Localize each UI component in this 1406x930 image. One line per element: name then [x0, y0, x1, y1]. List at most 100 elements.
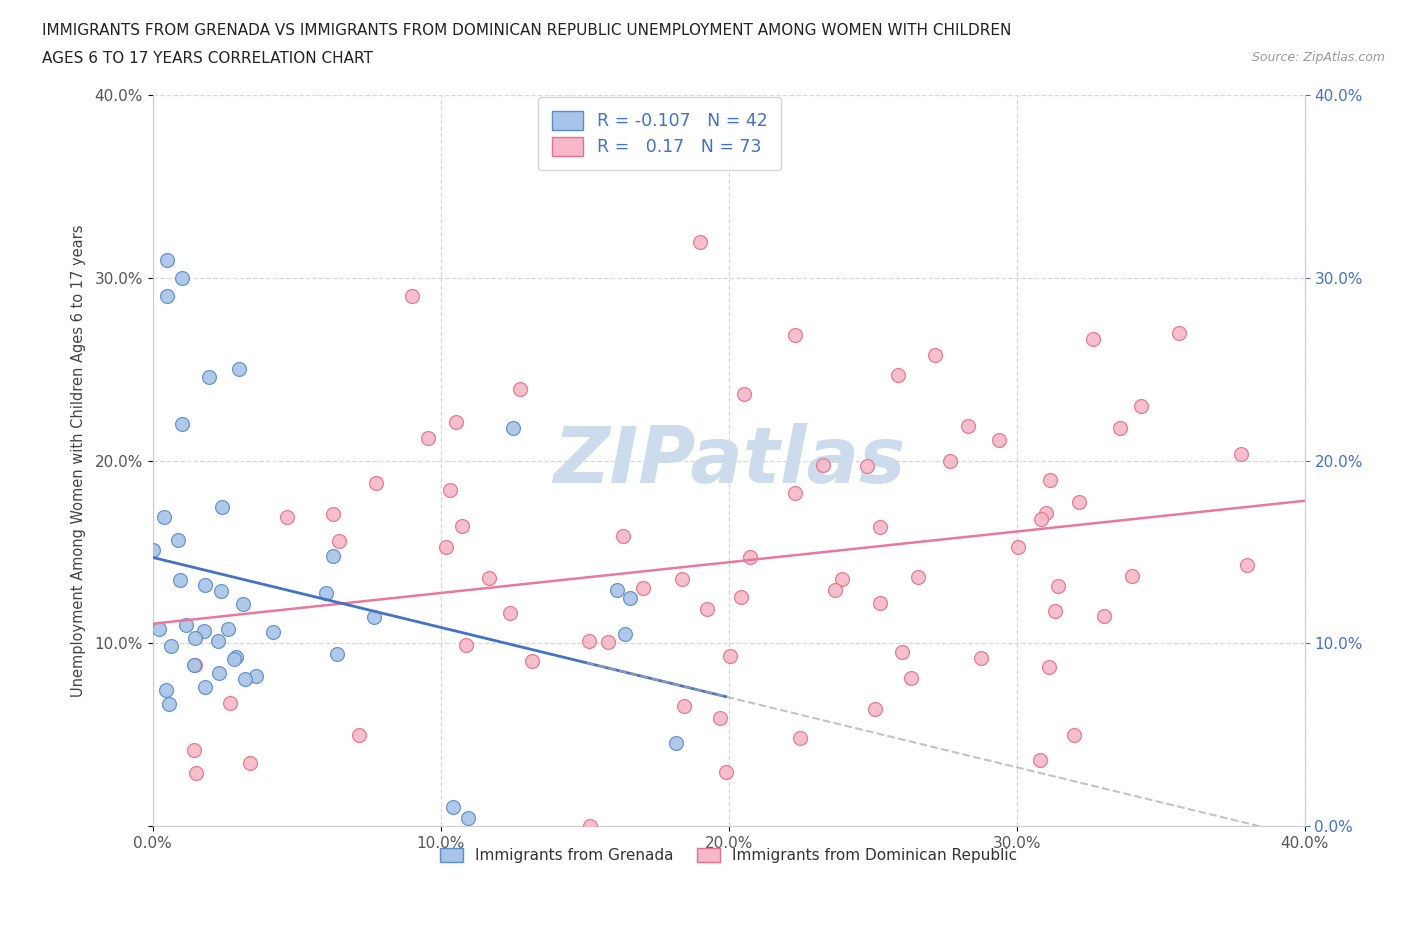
- Point: [1168, 326, 1191, 340]
- Point: [401, 289, 423, 304]
- Point: [783, 327, 806, 342]
- Point: [709, 711, 731, 725]
- Point: [1236, 557, 1258, 572]
- Text: AGES 6 TO 17 YEARS CORRELATION CHART: AGES 6 TO 17 YEARS CORRELATION CHART: [42, 51, 373, 66]
- Point: [1129, 398, 1152, 413]
- Text: Source: ZipAtlas.com: Source: ZipAtlas.com: [1251, 51, 1385, 64]
- Point: [183, 742, 205, 757]
- Point: [176, 618, 198, 632]
- Point: [520, 654, 543, 669]
- Point: [322, 549, 344, 564]
- Point: [219, 695, 242, 710]
- Point: [631, 580, 654, 595]
- Point: [613, 627, 636, 642]
- Point: [987, 432, 1010, 447]
- Point: [1031, 512, 1053, 526]
- Point: [157, 697, 180, 711]
- Point: [886, 367, 908, 382]
- Point: [193, 624, 215, 639]
- Point: [184, 765, 207, 780]
- Point: [262, 625, 284, 640]
- Point: [211, 499, 233, 514]
- Point: [824, 583, 846, 598]
- Point: [1063, 727, 1085, 742]
- Point: [155, 683, 177, 698]
- Point: [783, 485, 806, 500]
- Point: [142, 543, 165, 558]
- Point: [856, 459, 879, 474]
- Point: [153, 510, 176, 525]
- Point: [499, 605, 522, 620]
- Point: [363, 610, 385, 625]
- Point: [441, 799, 464, 814]
- Point: [672, 698, 695, 713]
- Point: [1108, 420, 1130, 435]
- Point: [166, 533, 188, 548]
- Point: [1121, 569, 1143, 584]
- Point: [322, 507, 344, 522]
- Point: [696, 602, 718, 617]
- Point: [184, 631, 207, 645]
- Point: [1039, 472, 1062, 487]
- Point: [606, 582, 628, 597]
- Point: [863, 701, 886, 716]
- Point: [1081, 332, 1104, 347]
- Point: [148, 622, 170, 637]
- Point: [315, 586, 337, 601]
- Point: [718, 649, 741, 664]
- Point: [612, 528, 634, 543]
- Point: [1035, 506, 1057, 521]
- Point: [1047, 578, 1070, 593]
- Point: [924, 348, 946, 363]
- Point: [194, 679, 217, 694]
- Point: [900, 671, 922, 685]
- Point: [733, 387, 755, 402]
- Legend: Immigrants from Grenada, Immigrants from Dominican Republic: Immigrants from Grenada, Immigrants from…: [434, 843, 1024, 870]
- Point: [207, 633, 229, 648]
- Point: [184, 658, 207, 672]
- Point: [222, 651, 245, 666]
- Point: [509, 381, 531, 396]
- Point: [194, 578, 217, 592]
- Point: [813, 458, 835, 472]
- Point: [233, 671, 256, 686]
- Text: ZIPatlas: ZIPatlas: [553, 423, 905, 498]
- Point: [325, 646, 347, 661]
- Point: [1029, 752, 1052, 767]
- Point: [225, 649, 247, 664]
- Point: [689, 234, 711, 249]
- Point: [439, 483, 461, 498]
- Point: [347, 728, 370, 743]
- Text: IMMIGRANTS FROM GRENADA VS IMMIGRANTS FROM DOMINICAN REPUBLIC UNEMPLOYMENT AMONG: IMMIGRANTS FROM GRENADA VS IMMIGRANTS FR…: [42, 23, 1011, 38]
- Point: [730, 590, 752, 604]
- Point: [160, 638, 183, 653]
- Point: [869, 595, 891, 610]
- Point: [907, 569, 929, 584]
- Point: [1043, 604, 1066, 618]
- Point: [957, 418, 980, 433]
- Point: [245, 668, 267, 683]
- Point: [208, 665, 231, 680]
- Point: [232, 596, 254, 611]
- Point: [969, 651, 991, 666]
- Point: [671, 571, 693, 586]
- Point: [217, 622, 239, 637]
- Point: [1092, 609, 1115, 624]
- Point: [239, 755, 262, 770]
- Point: [665, 736, 688, 751]
- Point: [183, 658, 205, 672]
- Point: [170, 271, 193, 286]
- Point: [869, 520, 891, 535]
- Point: [619, 591, 641, 605]
- Point: [451, 519, 474, 534]
- Point: [831, 572, 853, 587]
- Point: [596, 634, 619, 649]
- Point: [209, 583, 232, 598]
- Point: [456, 638, 478, 653]
- Point: [579, 818, 602, 833]
- Point: [478, 571, 501, 586]
- Point: [716, 764, 738, 779]
- Point: [938, 454, 960, 469]
- Point: [738, 550, 761, 565]
- Point: [328, 533, 350, 548]
